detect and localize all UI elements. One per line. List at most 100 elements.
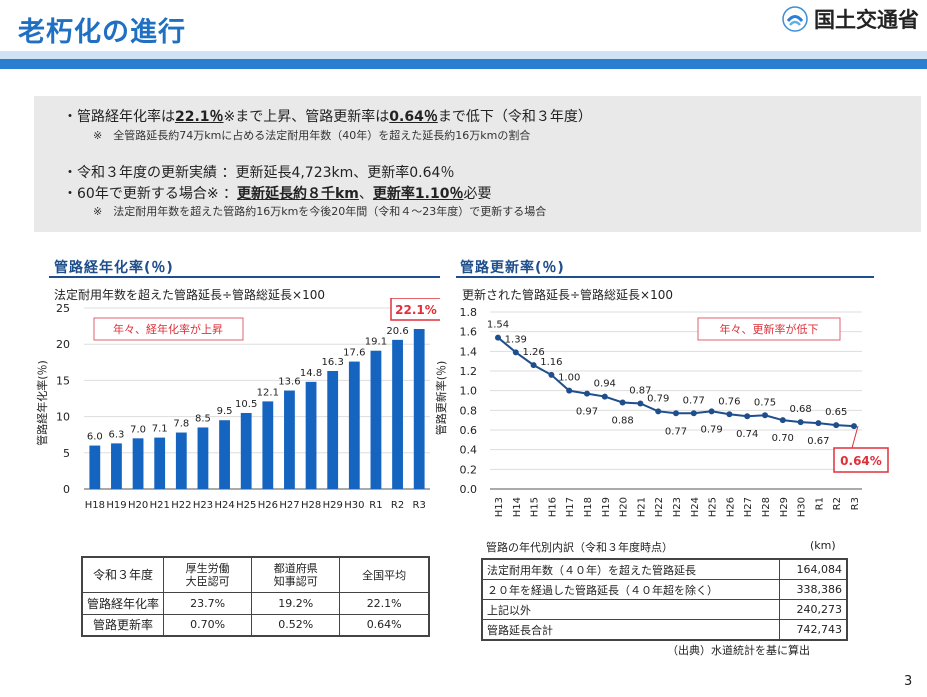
line-point bbox=[815, 420, 822, 427]
summary-box bbox=[34, 96, 921, 232]
line-point bbox=[744, 413, 751, 420]
bar-x-tick-label: H19 bbox=[106, 500, 126, 511]
table-header-row: 令和３年度 厚生労働 大臣認可 都道府県 知事認可 全国平均 bbox=[81, 556, 430, 593]
bar-x-tick-label: R2 bbox=[391, 500, 404, 511]
bar-value-label: 6.0 bbox=[87, 432, 103, 443]
bar-y-tick-label: 20 bbox=[56, 338, 70, 351]
line-annotation-box bbox=[697, 317, 841, 341]
slide-title: 老朽化の進行 bbox=[18, 17, 186, 48]
line-value-label: 0.68 bbox=[789, 404, 811, 415]
right-formula: 更新された管路延長÷管路総延長×100 bbox=[462, 288, 674, 302]
bar-y-tick-label: 0 bbox=[63, 483, 70, 496]
line-y-tick-label: 0.8 bbox=[460, 404, 478, 417]
pipe-breakdown-table: 法定耐用年数（４０年）を超えた管路延長 164,084 ２０年を経過した管路延長（… bbox=[481, 558, 848, 641]
line-point bbox=[851, 423, 857, 430]
bar bbox=[89, 445, 101, 489]
table-cell: 管路更新率 bbox=[81, 613, 164, 637]
bar bbox=[132, 438, 144, 489]
line-value-label: 0.79 bbox=[700, 424, 722, 435]
ministry-logo: 国土交通省 bbox=[782, 4, 919, 34]
line-point bbox=[584, 390, 590, 397]
bar bbox=[370, 350, 382, 489]
line-y-tick-label: 0.6 bbox=[460, 424, 478, 437]
line-point bbox=[637, 400, 644, 407]
line-point bbox=[797, 419, 804, 426]
required-length-value: 更新延長約８千km bbox=[237, 186, 359, 202]
line-point bbox=[512, 349, 519, 356]
bar-value-label: 7.0 bbox=[130, 424, 146, 435]
bar-value-label: 10.5 bbox=[235, 399, 257, 410]
bar bbox=[175, 432, 187, 489]
line-x-tick-label: H13 bbox=[494, 497, 505, 517]
line-value-label: 0.74 bbox=[736, 429, 758, 440]
line-y-tick-label: 0.4 bbox=[460, 444, 478, 457]
summary-line-1: ・管路経年化率は22.1％※まで上昇、管路更新率は0.64％まで低下（令和３年度… bbox=[63, 106, 592, 126]
bar-value-label: 19.1 bbox=[365, 337, 387, 348]
line-value-label: 0.77 bbox=[665, 426, 687, 437]
line-x-tick-label: H24 bbox=[690, 497, 701, 517]
line-value-label: 0.75 bbox=[754, 397, 776, 408]
line-point bbox=[601, 393, 608, 400]
line-point bbox=[548, 371, 555, 378]
pipe-breakdown-caption: 管路の年代別内訳（令和３年度時点） bbox=[486, 541, 673, 554]
line-x-tick-label: R3 bbox=[850, 497, 861, 510]
summary-text: 必要 bbox=[463, 186, 492, 202]
line-value-label: 0.70 bbox=[772, 433, 794, 444]
page-number: 3 bbox=[904, 674, 913, 689]
bar-value-label: 9.5 bbox=[217, 406, 233, 417]
line-value-label: 1.16 bbox=[540, 357, 562, 368]
line-x-tick-label: R1 bbox=[814, 497, 825, 510]
line-y-axis-label: 管路更新率(％) bbox=[434, 361, 448, 436]
renewal-rate-value: 0.64％ bbox=[389, 109, 438, 125]
line-point bbox=[655, 408, 662, 415]
bar bbox=[284, 390, 295, 489]
table-cell: 管路経年化率 bbox=[81, 591, 164, 615]
table-cell: 0.64% bbox=[339, 613, 430, 637]
table-row: 上記以外 240,273 bbox=[481, 599, 848, 620]
ministry-name: 国土交通省 bbox=[814, 8, 919, 32]
table-row: 法定耐用年数（４０年）を超えた管路延長 164,084 bbox=[481, 558, 848, 580]
bar-value-label: 8.5 bbox=[195, 413, 211, 424]
line-annotation: 年々、更新率が低下 bbox=[720, 322, 819, 336]
renewal-rate-line-chart: 管路更新率(％) 0.00.20.40.60.81.01.21.41.61.8 … bbox=[434, 306, 889, 517]
bar-x-tick-label: H29 bbox=[323, 500, 343, 511]
line-y-tick-label: 0.2 bbox=[460, 463, 478, 476]
line-x-tick-label: H14 bbox=[512, 497, 523, 517]
line-value-label: 0.67 bbox=[807, 436, 829, 447]
bar-highlight-box bbox=[390, 298, 440, 321]
line-x-tick-label: H30 bbox=[797, 497, 808, 517]
table-header-cell: 都道府県 知事認可 bbox=[251, 556, 341, 593]
table-header-cell: 厚生労働 大臣認可 bbox=[162, 556, 253, 593]
table-header-cell: 令和３年度 bbox=[81, 556, 164, 593]
line-point bbox=[619, 399, 626, 406]
line-value-label: 1.39 bbox=[505, 334, 527, 345]
bar-value-label: 7.1 bbox=[152, 424, 168, 435]
table-row: 管路経年化率 23.7% 19.2% 22.1% bbox=[81, 591, 430, 615]
bar bbox=[197, 427, 209, 489]
bar bbox=[305, 381, 317, 489]
table-cell: 164,084 bbox=[779, 558, 848, 580]
line-value-label: 0.65 bbox=[825, 407, 847, 418]
bar-value-label: 7.8 bbox=[173, 419, 189, 430]
aging-rate-bar-chart: 管路経年化率(％) 0 5 10 15 20 25 6.0 6.3 7.0 7.1 7.8 8.5 9… bbox=[35, 298, 440, 511]
bar-x-tick-label: H26 bbox=[258, 500, 278, 511]
line-value-label: 0.76 bbox=[718, 396, 740, 407]
bar-y-axis-label: 管路経年化率(％) bbox=[35, 360, 49, 446]
table-row: ２０年を経過した管路延長（４０年超を除く） 338,386 bbox=[481, 579, 848, 600]
table-cell: 上記以外 bbox=[481, 599, 780, 620]
right-section-underline bbox=[456, 276, 874, 278]
line-point bbox=[708, 408, 715, 415]
line-x-tick-label: H21 bbox=[636, 497, 647, 517]
bar-x-tick-label: H20 bbox=[128, 500, 148, 511]
bar-value-label: 17.6 bbox=[343, 348, 365, 359]
table-header-cell: 全国平均 bbox=[339, 556, 430, 593]
line-x-tick-label: H20 bbox=[619, 497, 630, 517]
line-point bbox=[566, 387, 573, 394]
bar bbox=[392, 339, 403, 489]
line-value-label: 1.26 bbox=[522, 347, 544, 358]
table-cell: 19.2% bbox=[251, 591, 341, 615]
left-section-title: 管路経年化率(％) bbox=[54, 260, 174, 276]
line-y-tick-label: 1.8 bbox=[460, 306, 478, 319]
line-value-label: 1.54 bbox=[487, 320, 509, 331]
summary-text: まで低下（令和３年度） bbox=[437, 109, 592, 125]
